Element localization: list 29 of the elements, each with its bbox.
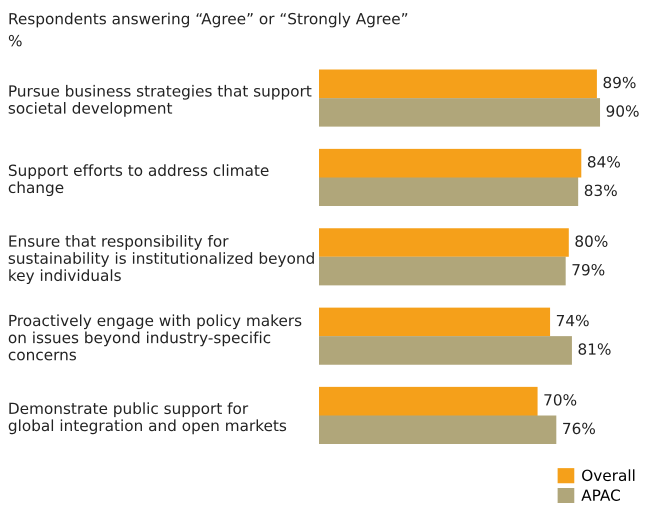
data-label: 89% — [604, 76, 636, 88]
bar — [319, 70, 597, 98]
y-tick-label: Pursue business strategies that support societal development — [8, 84, 312, 117]
data-label: 70% — [544, 394, 576, 406]
y-tick-label: Proactively engage with policy makers on issues beyond industry-specific concerns — [8, 314, 302, 360]
legend-label: Overall — [582, 469, 634, 482]
data-label: 80% — [575, 235, 608, 247]
bar — [319, 98, 600, 127]
legend-label: APAC — [581, 489, 620, 501]
data-label: 74% — [556, 314, 589, 326]
data-label: 83% — [584, 184, 617, 196]
data-label: 81% — [578, 343, 611, 355]
y-tick-label: Demonstrate public support for global integration and open markets — [8, 402, 286, 434]
bar — [319, 415, 556, 444]
data-label: 84% — [588, 156, 620, 168]
bar — [319, 148, 582, 178]
y-tick-label: Ensure that responsibility for sustainability is institutionalized beyond key individuals — [8, 235, 314, 284]
bar — [319, 386, 538, 416]
bar — [319, 177, 578, 206]
chart-title: Respondents answering “Agree” or “Strongly Agree” — [10, 12, 408, 28]
data-label: 79% — [572, 264, 604, 276]
text: % — [8, 34, 22, 46]
bar — [319, 256, 566, 286]
y-tick-label: Support efforts to address climate change — [8, 164, 269, 196]
bar — [319, 336, 572, 365]
bar — [319, 228, 569, 257]
data-label: 90% — [606, 105, 639, 117]
bar — [319, 308, 550, 336]
data-label: 76% — [563, 422, 595, 434]
